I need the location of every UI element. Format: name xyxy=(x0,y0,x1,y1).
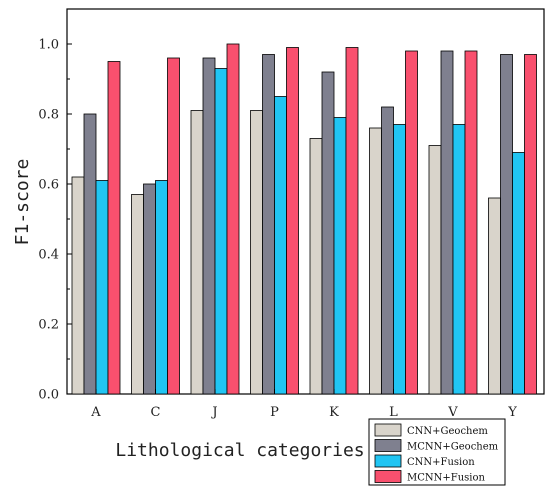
bar-J-series-2 xyxy=(214,68,228,395)
x-tick-label-V: V xyxy=(447,405,458,420)
legend: CNN+Geochem MCNN+Geochem CNN+Fusion MCNN+Fu… xyxy=(368,418,506,486)
bar-C-series-1 xyxy=(143,183,156,395)
x-tick-label-K: K xyxy=(329,405,339,420)
x-tick-label-J: J xyxy=(210,405,217,420)
bar-Y-series-0 xyxy=(488,197,501,395)
y-tick-label: 0.6 xyxy=(38,178,59,193)
y-tick-label: 1.0 xyxy=(38,38,59,53)
bar-K-series-2 xyxy=(333,117,347,395)
bar-V-series-2 xyxy=(452,124,466,395)
y-axis-title: F1-score xyxy=(12,159,33,246)
bar-C-series-3 xyxy=(167,57,180,395)
legend-label-2: CNN+Fusion xyxy=(407,457,475,468)
legend-label-1: MCNN+Geochem xyxy=(407,442,499,453)
bar-P-series-0 xyxy=(250,110,263,395)
bar-A-series-3 xyxy=(107,61,121,395)
bar-L-series-3 xyxy=(405,50,418,395)
bar-V-series-3 xyxy=(464,50,478,395)
plot-frame xyxy=(66,8,545,395)
x-tick-label-L: L xyxy=(389,405,398,420)
bars-layer xyxy=(71,43,537,395)
y-axis: 0.0 0.2 0.4 0.6 0.8 1.0 xyxy=(38,38,72,403)
bar-L-series-0 xyxy=(369,127,382,395)
legend-swatch-3 xyxy=(374,470,402,483)
bar-V-series-1 xyxy=(440,50,454,395)
bar-P-series-3 xyxy=(286,47,299,395)
legend-swatch-1 xyxy=(374,439,402,452)
legend-label-3: MCNN+Fusion xyxy=(407,473,485,484)
bar-V-series-0 xyxy=(428,145,442,395)
bar-J-series-1 xyxy=(202,57,216,395)
bar-J-series-3 xyxy=(226,43,240,395)
bar-C-series-0 xyxy=(131,194,144,395)
bar-A-series-1 xyxy=(83,113,97,395)
bar-P-series-2 xyxy=(274,96,287,395)
bar-Y-series-1 xyxy=(500,54,513,395)
x-axis-title: Lithological categories xyxy=(115,440,364,461)
bar-A-series-2 xyxy=(95,180,109,395)
y-tick-label: 0.4 xyxy=(38,248,59,263)
legend-swatch-2 xyxy=(374,454,402,468)
bar-J-series-0 xyxy=(190,110,204,395)
x-tick-label-Y: Y xyxy=(507,405,517,420)
y-tick-label: 0.8 xyxy=(38,108,59,123)
legend-label-0: CNN+Geochem xyxy=(407,426,488,437)
bar-Y-series-3 xyxy=(524,54,537,395)
x-tick-label-P: P xyxy=(270,405,279,420)
bar-L-series-2 xyxy=(393,124,406,395)
bar-K-series-1 xyxy=(321,71,335,395)
bar-A-series-0 xyxy=(71,176,85,395)
x-tick-label-C: C xyxy=(151,405,161,420)
bar-L-series-1 xyxy=(381,106,394,395)
legend-swatch-0 xyxy=(374,423,402,437)
bar-C-series-2 xyxy=(155,180,168,395)
bar-K-series-3 xyxy=(345,47,359,395)
y-tick-label: 0.2 xyxy=(38,318,59,333)
y-tick-label: 0.0 xyxy=(38,388,59,403)
bar-K-series-0 xyxy=(309,138,323,395)
bar-Y-series-2 xyxy=(512,152,525,395)
bar-P-series-1 xyxy=(262,54,275,395)
x-tick-label-A: A xyxy=(90,405,101,420)
